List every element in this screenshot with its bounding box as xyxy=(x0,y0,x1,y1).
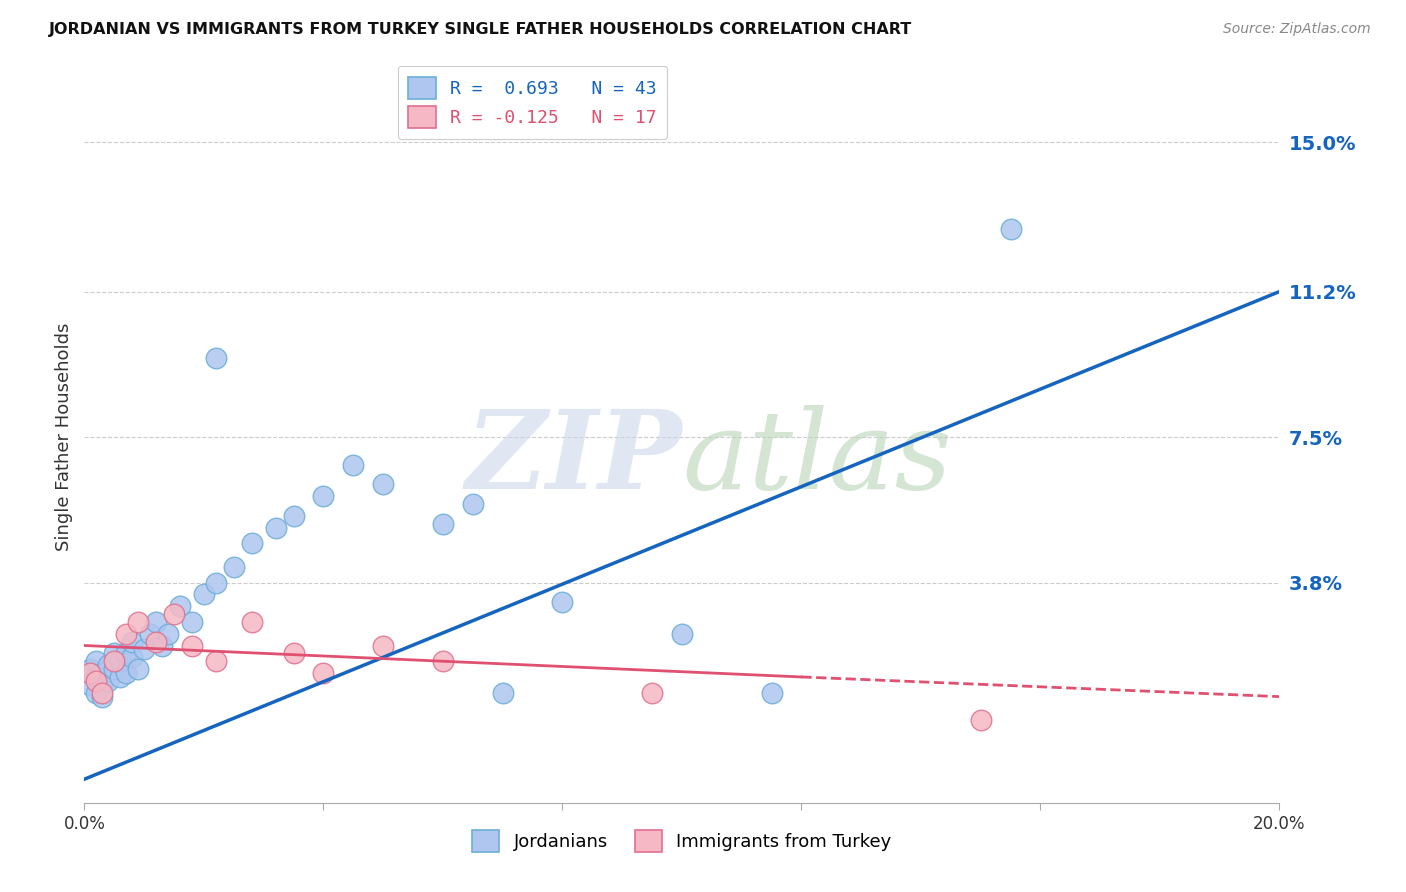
Point xyxy=(205,654,228,668)
Point xyxy=(110,654,132,668)
Point xyxy=(79,662,101,676)
Point xyxy=(79,678,101,692)
Point xyxy=(91,690,114,704)
Point xyxy=(86,670,108,684)
Point xyxy=(432,516,454,531)
Point xyxy=(103,654,125,668)
Point xyxy=(264,520,287,534)
Point xyxy=(91,686,114,700)
Y-axis label: Single Father Households: Single Father Households xyxy=(55,323,73,551)
Point xyxy=(312,489,335,503)
Point xyxy=(169,599,191,614)
Point xyxy=(193,587,215,601)
Point xyxy=(121,634,143,648)
Point xyxy=(761,686,783,700)
Point xyxy=(86,673,108,688)
Text: atlas: atlas xyxy=(682,405,952,513)
Point xyxy=(240,615,263,629)
Point xyxy=(86,686,108,700)
Point xyxy=(342,458,364,472)
Point xyxy=(145,634,167,648)
Point xyxy=(222,559,245,574)
Point xyxy=(132,642,156,657)
Point xyxy=(110,670,132,684)
Text: ZIP: ZIP xyxy=(465,405,682,513)
Point xyxy=(86,654,108,668)
Point xyxy=(115,646,138,660)
Point xyxy=(115,626,138,640)
Text: JORDANIAN VS IMMIGRANTS FROM TURKEY SINGLE FATHER HOUSEHOLDS CORRELATION CHART: JORDANIAN VS IMMIGRANTS FROM TURKEY SING… xyxy=(49,22,912,37)
Point xyxy=(115,666,138,681)
Text: Source: ZipAtlas.com: Source: ZipAtlas.com xyxy=(1223,22,1371,37)
Point xyxy=(163,607,186,621)
Point xyxy=(150,639,173,653)
Point xyxy=(641,686,664,700)
Point xyxy=(91,666,114,681)
Point xyxy=(97,658,120,673)
Point xyxy=(91,678,114,692)
Point xyxy=(103,646,125,660)
Point xyxy=(127,662,149,676)
Point xyxy=(79,666,101,681)
Point xyxy=(283,646,305,660)
Point xyxy=(181,639,204,653)
Point xyxy=(205,351,228,366)
Point xyxy=(970,713,993,727)
Legend: Jordanians, Immigrants from Turkey: Jordanians, Immigrants from Turkey xyxy=(465,823,898,860)
Point xyxy=(671,626,693,640)
Point xyxy=(103,662,125,676)
Point xyxy=(145,615,167,629)
Point xyxy=(373,639,395,653)
Point xyxy=(1000,221,1022,235)
Point xyxy=(432,654,454,668)
Point xyxy=(551,595,574,609)
Point xyxy=(461,497,484,511)
Point xyxy=(157,626,180,640)
Point xyxy=(312,666,335,681)
Point xyxy=(492,686,515,700)
Point xyxy=(121,650,143,665)
Point xyxy=(240,536,263,550)
Point xyxy=(139,626,162,640)
Point xyxy=(127,615,149,629)
Point xyxy=(283,508,305,523)
Point xyxy=(373,477,395,491)
Point xyxy=(205,575,228,590)
Point xyxy=(97,673,120,688)
Point xyxy=(181,615,204,629)
